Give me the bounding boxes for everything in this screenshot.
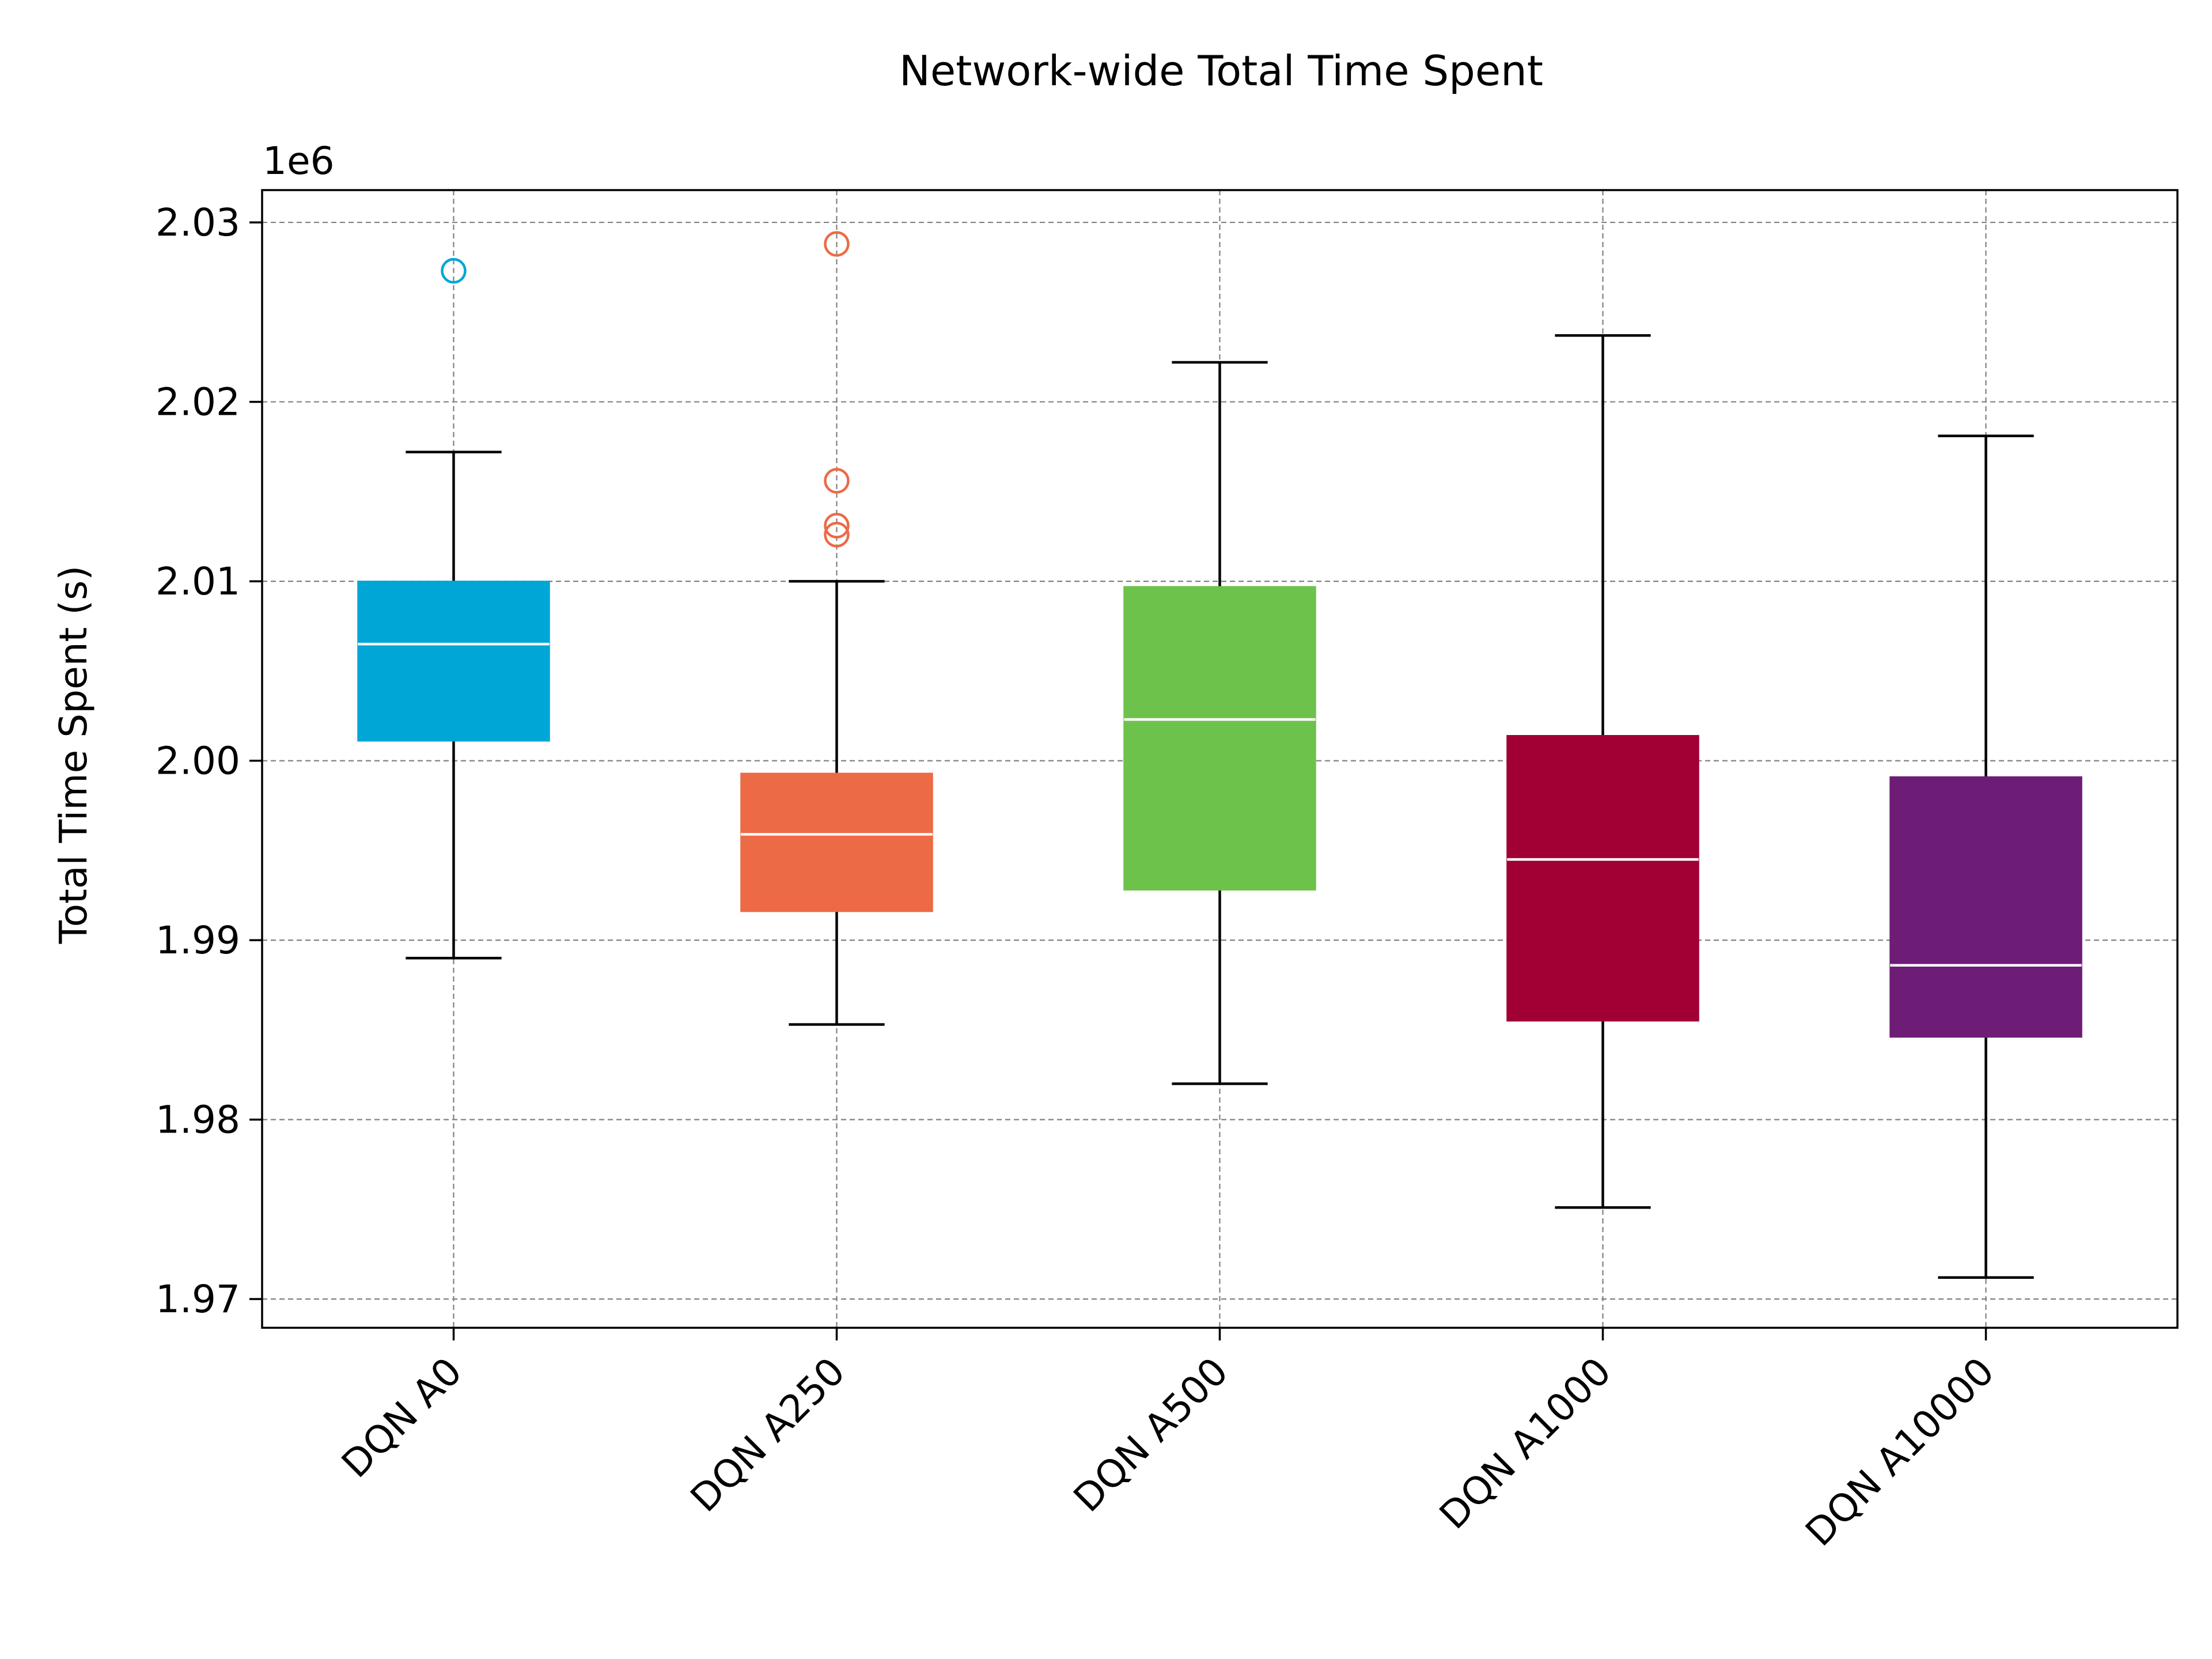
y-tick-label: 2.01 — [156, 559, 240, 604]
y-tick-label: 2.03 — [156, 200, 240, 245]
box-group-2 — [1123, 361, 1316, 1085]
y-tick-label: 2.02 — [156, 380, 240, 425]
box-group-1 — [740, 231, 933, 1026]
y-tick-label: 1.97 — [156, 1277, 240, 1321]
outlier-point — [441, 257, 467, 284]
box-group-4 — [1889, 434, 2082, 1279]
box-iqr — [740, 772, 933, 912]
y-tick-label: 1.98 — [156, 1098, 240, 1142]
y-tick-label: 2.00 — [156, 739, 240, 783]
box-group-0 — [357, 257, 550, 960]
box-iqr — [1123, 586, 1316, 891]
y-tick-label: 1.99 — [156, 918, 240, 963]
box-layer — [357, 231, 2082, 1279]
outlier-point — [824, 521, 850, 548]
chart-title: Network-wide Total Time Spent — [899, 47, 1543, 95]
box-iqr — [1889, 776, 2082, 1038]
box-group-3 — [1506, 334, 1699, 1209]
outlier-point — [824, 468, 850, 494]
y-axis-multiplier: 1e6 — [263, 139, 335, 183]
box-iqr — [1506, 735, 1699, 1022]
outlier-point — [824, 513, 850, 539]
y-axis-label: Total Time Spent (s) — [51, 566, 96, 945]
outlier-point — [824, 231, 850, 257]
box-iqr — [357, 581, 550, 742]
